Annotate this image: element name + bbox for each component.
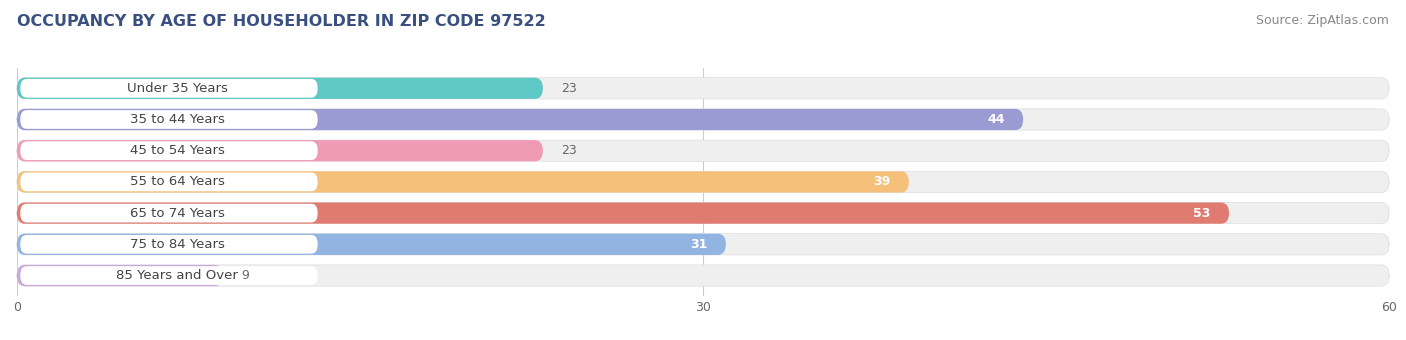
FancyBboxPatch shape: [20, 204, 318, 222]
Text: 35 to 44 Years: 35 to 44 Years: [129, 113, 225, 126]
FancyBboxPatch shape: [17, 265, 222, 286]
Text: 75 to 84 Years: 75 to 84 Years: [129, 238, 225, 251]
FancyBboxPatch shape: [20, 110, 318, 129]
Text: OCCUPANCY BY AGE OF HOUSEHOLDER IN ZIP CODE 97522: OCCUPANCY BY AGE OF HOUSEHOLDER IN ZIP C…: [17, 14, 546, 29]
Text: 23: 23: [561, 82, 576, 95]
FancyBboxPatch shape: [17, 203, 1229, 224]
FancyBboxPatch shape: [17, 140, 543, 161]
Text: 65 to 74 Years: 65 to 74 Years: [129, 207, 225, 220]
Text: 55 to 64 Years: 55 to 64 Years: [129, 175, 225, 188]
FancyBboxPatch shape: [20, 172, 318, 191]
FancyBboxPatch shape: [17, 109, 1024, 130]
Text: 53: 53: [1194, 207, 1211, 220]
Text: 9: 9: [240, 269, 249, 282]
Text: 44: 44: [987, 113, 1005, 126]
Text: 23: 23: [561, 144, 576, 157]
FancyBboxPatch shape: [17, 140, 1389, 161]
FancyBboxPatch shape: [17, 203, 1389, 224]
FancyBboxPatch shape: [20, 235, 318, 254]
Text: 85 Years and Over: 85 Years and Over: [117, 269, 238, 282]
Text: 45 to 54 Years: 45 to 54 Years: [129, 144, 225, 157]
FancyBboxPatch shape: [17, 171, 1389, 192]
Text: Under 35 Years: Under 35 Years: [127, 82, 228, 95]
FancyBboxPatch shape: [17, 78, 543, 99]
FancyBboxPatch shape: [17, 171, 908, 192]
FancyBboxPatch shape: [20, 79, 318, 98]
Text: Source: ZipAtlas.com: Source: ZipAtlas.com: [1256, 14, 1389, 27]
FancyBboxPatch shape: [17, 265, 1389, 286]
FancyBboxPatch shape: [17, 234, 725, 255]
FancyBboxPatch shape: [17, 234, 1389, 255]
Text: 31: 31: [690, 238, 707, 251]
FancyBboxPatch shape: [17, 109, 1389, 130]
FancyBboxPatch shape: [20, 266, 318, 285]
FancyBboxPatch shape: [20, 141, 318, 160]
FancyBboxPatch shape: [17, 78, 1389, 99]
Text: 39: 39: [873, 175, 890, 188]
